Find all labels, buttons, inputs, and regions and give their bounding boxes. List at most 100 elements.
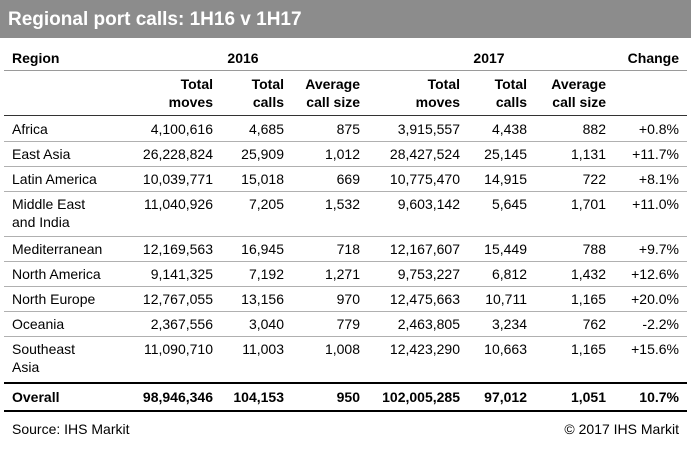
cell-value: 10,039,771	[142, 171, 213, 187]
header-year: 2016	[227, 50, 259, 66]
cell-value: 3,040	[248, 316, 284, 332]
overall-value: 97,012	[484, 389, 527, 405]
cell-value: -2.2%	[642, 316, 679, 332]
column-header: calls	[252, 94, 284, 110]
overall-value: 98,946,346	[142, 389, 213, 405]
cell-value: 1,532	[324, 196, 360, 212]
cell-value: +11.0%	[632, 196, 679, 212]
region-name: East Asia	[12, 146, 71, 162]
cell-value: 12,767,055	[142, 291, 213, 307]
region-name: Middle East	[12, 196, 86, 212]
cell-value: 2,367,556	[150, 316, 213, 332]
cell-value: 718	[336, 241, 360, 257]
cell-value: 28,427,524	[389, 146, 460, 162]
overall-value: 1,051	[570, 389, 606, 405]
row-separator	[4, 115, 687, 116]
cell-value: 15,449	[484, 241, 527, 257]
header-year: 2017	[473, 50, 505, 66]
cell-value: 762	[582, 316, 606, 332]
cell-value: +8.1%	[638, 171, 679, 187]
cell-value: 3,234	[491, 316, 527, 332]
cell-value: 11,003	[242, 341, 284, 357]
cell-value: +12.6%	[631, 266, 679, 282]
cell-value: 9,753,227	[397, 266, 460, 282]
cell-value: 12,475,663	[389, 291, 460, 307]
region-name: Latin America	[12, 171, 97, 187]
cell-value: 1,165	[570, 341, 606, 357]
header-region: Region	[12, 50, 60, 66]
cell-value: 882	[582, 121, 606, 137]
cell-value: 5,645	[491, 196, 527, 212]
source: Source: IHS Markit	[12, 421, 130, 437]
column-header: call size	[552, 94, 606, 110]
cell-value: 6,812	[491, 266, 527, 282]
cell-value: 970	[336, 291, 360, 307]
row-separator	[4, 382, 687, 384]
cell-value: 10,711	[485, 291, 527, 307]
row-separator	[4, 166, 687, 167]
cell-value: 788	[582, 241, 606, 257]
column-header: Total	[251, 76, 284, 92]
copyright: © 2017 IHS Markit	[564, 421, 679, 437]
cell-value: 1,012	[324, 146, 360, 162]
column-header: Total	[494, 76, 527, 92]
header-change: Change	[627, 50, 679, 66]
cell-value: 26,228,824	[142, 146, 213, 162]
cell-value: 11,090,710	[143, 341, 213, 357]
cell-value: 4,685	[248, 121, 284, 137]
overall-label: Overall	[12, 389, 60, 405]
row-separator	[4, 261, 687, 262]
cell-value: 875	[336, 121, 360, 137]
region-name: North Europe	[12, 291, 96, 307]
cell-value: 10,775,470	[389, 171, 460, 187]
cell-value: 12,167,607	[389, 241, 460, 257]
cell-value: 12,423,290	[389, 341, 460, 357]
cell-value: 13,156	[241, 291, 284, 307]
cell-value: 779	[336, 316, 360, 332]
column-header: moves	[415, 94, 460, 110]
region-name: Africa	[12, 121, 48, 137]
column-header: Average	[305, 76, 360, 92]
cell-value: 25,909	[241, 146, 284, 162]
region-name: Oceania	[12, 316, 65, 332]
column-header: Total	[427, 76, 460, 92]
overall-value: 104,153	[233, 389, 284, 405]
cell-value: 2,463,805	[397, 316, 460, 332]
row-separator	[4, 311, 687, 312]
cell-value: 7,205	[248, 196, 284, 212]
cell-value: 1,271	[324, 266, 360, 282]
overall-value: 950	[336, 389, 360, 405]
region-name: Asia	[12, 359, 40, 375]
cell-value: 4,438	[491, 121, 527, 137]
column-header: calls	[495, 94, 527, 110]
region-name: North America	[12, 266, 101, 282]
column-header: call size	[306, 94, 360, 110]
cell-value: 12,169,563	[142, 241, 213, 257]
cell-value: 4,100,616	[150, 121, 213, 137]
region-name: Southeast	[12, 341, 76, 357]
cell-value: 1,432	[570, 266, 606, 282]
cell-value: 1,008	[324, 341, 360, 357]
row-separator	[4, 236, 687, 237]
cell-value: 10,663	[484, 341, 527, 357]
cell-value: 15,018	[241, 171, 284, 187]
row-separator	[4, 191, 687, 192]
cell-value: +15.6%	[631, 341, 679, 357]
row-separator	[4, 286, 687, 287]
row-separator	[4, 336, 687, 337]
title-bar: Regional port calls: 1H16 v 1H17	[0, 0, 691, 38]
row-separator	[4, 410, 687, 412]
region-name: Mediterranean	[12, 241, 103, 257]
row-separator	[4, 70, 687, 71]
cell-value: 3,915,557	[397, 121, 460, 137]
column-header: Average	[551, 76, 606, 92]
cell-value: 1,131	[570, 146, 606, 162]
region-name: and India	[12, 214, 70, 230]
cell-value: 11,040,926	[143, 196, 213, 212]
cell-value: 9,603,142	[397, 196, 460, 212]
cell-value: 25,145	[484, 146, 527, 162]
row-separator	[4, 141, 687, 142]
cell-value: 16,945	[241, 241, 284, 257]
cell-value: +11.7%	[632, 146, 679, 162]
